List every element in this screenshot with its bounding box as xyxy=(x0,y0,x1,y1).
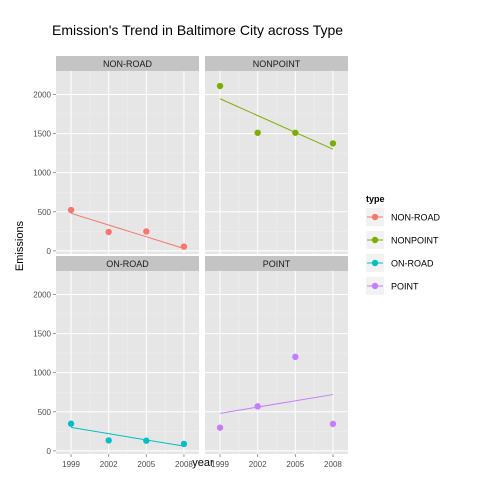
legend-item: POINT xyxy=(366,277,419,295)
facet-strip xyxy=(205,256,348,271)
facet-strip-label: NON-ROAD xyxy=(103,59,152,69)
facet-panel: NONPOINT xyxy=(205,56,348,254)
y-tick-label: 1000 xyxy=(33,369,51,378)
x-tick-label: 2008 xyxy=(324,460,342,469)
data-point xyxy=(216,82,224,90)
y-tick-label: 1000 xyxy=(33,169,51,178)
trend-line xyxy=(219,394,334,414)
y-axis-title: Emissions xyxy=(14,220,26,271)
x-tick-label: 2002 xyxy=(100,460,118,469)
x-tick-label: 1999 xyxy=(62,460,80,469)
data-point xyxy=(254,129,261,136)
y-tick-label: 500 xyxy=(38,408,52,417)
facet-strip-label: ON-ROAD xyxy=(106,259,149,269)
legend: type NON-ROAD NONPOINT ON-ROAD POINT xyxy=(366,194,440,295)
facet-strip-label: NONPOINT xyxy=(253,59,301,69)
chart-title: Emission's Trend in Baltimore City acros… xyxy=(52,22,343,38)
legend-label: ON-ROAD xyxy=(391,259,434,269)
facet-panels: NON-ROAD 0 500 1000 1500 2000 NONPOINT ON-ROAD 0… xyxy=(33,56,348,469)
facet-panel: POINT 1999 2002 2005 2008 xyxy=(205,256,348,469)
data-point xyxy=(292,129,299,136)
trend-line xyxy=(70,426,185,447)
legend-label: NONPOINT xyxy=(391,236,439,246)
trend-line xyxy=(70,212,185,250)
data-point xyxy=(329,420,337,428)
legend-label: POINT xyxy=(391,282,419,292)
legend-key-point xyxy=(371,236,379,244)
data-point xyxy=(180,243,188,250)
facet-strip-label: POINT xyxy=(263,259,291,269)
y-tick-label: 0 xyxy=(47,247,52,256)
facet-strip xyxy=(56,56,199,71)
x-tick-label: 2005 xyxy=(286,460,304,469)
y-tick-label: 2000 xyxy=(33,290,51,299)
legend-item: NONPOINT xyxy=(366,231,439,249)
y-tick-label: 1500 xyxy=(33,330,51,339)
data-point xyxy=(143,437,150,444)
legend-title: type xyxy=(366,194,385,204)
legend-label: NON-ROAD xyxy=(391,213,440,223)
trend-line xyxy=(219,98,334,150)
data-point xyxy=(105,437,112,444)
y-tick-label: 1500 xyxy=(33,130,51,139)
facet-panel: NON-ROAD 0 500 1000 1500 2000 xyxy=(33,56,199,256)
data-point xyxy=(216,424,224,431)
x-tick-label: 2002 xyxy=(249,460,267,469)
data-point xyxy=(180,440,188,448)
legend-item: ON-ROAD xyxy=(366,254,434,272)
y-tick-label: 2000 xyxy=(33,90,51,99)
facet-strip xyxy=(56,256,199,271)
x-tick-label: 1999 xyxy=(211,460,229,469)
facet-strip xyxy=(205,56,348,71)
data-point xyxy=(105,228,112,236)
legend-key-point xyxy=(371,213,379,221)
data-point xyxy=(67,420,75,427)
data-point xyxy=(67,206,75,214)
x-tick-label: 2005 xyxy=(137,460,155,469)
legend-key-point xyxy=(371,259,379,267)
y-tick-label: 0 xyxy=(47,447,52,456)
data-point xyxy=(254,403,261,410)
y-tick-label: 500 xyxy=(38,208,52,217)
data-point xyxy=(292,353,299,361)
legend-item: NON-ROAD xyxy=(366,208,440,226)
x-tick-label: 2008 xyxy=(175,460,193,469)
x-axis-title: year xyxy=(192,457,214,469)
legend-key-point xyxy=(371,282,379,290)
facet-panel: ON-ROAD 0 500 1000 1500 2000 1999 2002 2005 2008 xyxy=(33,256,199,469)
data-point xyxy=(143,228,150,235)
data-point xyxy=(329,140,337,147)
